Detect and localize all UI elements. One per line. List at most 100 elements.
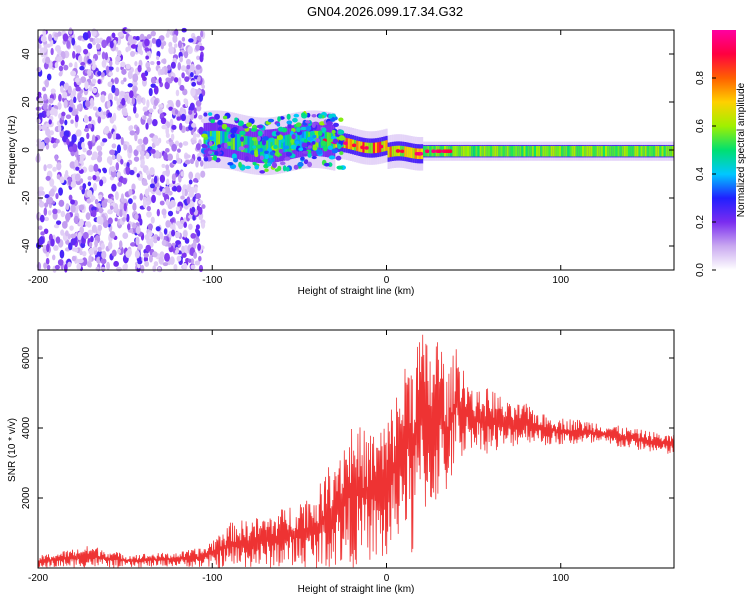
spectrogram-cell — [72, 87, 77, 97]
spectrogram-y-tick-label: 0 — [21, 147, 32, 153]
spectrogram-cell — [74, 173, 81, 182]
spectrogram-cell — [176, 185, 182, 193]
spectrogram-cell — [68, 106, 73, 113]
spectrogram-cell — [66, 40, 71, 49]
spectrogram-cell — [87, 43, 93, 50]
spectrogram-cell — [481, 145, 484, 157]
spectrogram-cell — [129, 169, 135, 176]
spectrogram-cell — [190, 87, 196, 97]
spectrogram-cell — [349, 138, 353, 150]
spectrogram-cell — [162, 262, 169, 267]
spectrogram-cell — [295, 140, 300, 145]
spectrogram-cell — [172, 222, 176, 231]
spectrogram-cell — [170, 61, 176, 69]
spectrogram-cell — [132, 195, 137, 200]
spectrogram-cell — [569, 145, 572, 157]
spectrogram-cell — [49, 130, 55, 136]
spectrogram-cell — [320, 131, 323, 149]
spectrogram-cell — [175, 99, 181, 108]
spectrogram-cell — [172, 159, 177, 165]
spectrogram-cell — [590, 145, 593, 157]
spectrogram-cell — [57, 259, 64, 266]
spectrogram-cell — [201, 204, 206, 209]
spectrogram-cell — [110, 165, 116, 172]
spectrogram-cell — [50, 47, 54, 56]
spectrogram-cell — [43, 164, 47, 172]
spectrogram-cell — [243, 144, 249, 149]
spectrogram-cell — [135, 236, 140, 246]
spectrogram-cell — [99, 216, 104, 225]
spectrogram-cell — [77, 104, 81, 111]
snr-series-line — [37, 334, 675, 568]
spectrogram-cell — [519, 145, 522, 157]
spectrogram-cell — [358, 141, 361, 152]
spectrogram-cell — [130, 44, 137, 49]
spectrogram-cell — [169, 218, 175, 223]
spectrogram-cell — [290, 144, 297, 150]
spectrogram-cell — [318, 114, 323, 119]
spectrogram-cell — [100, 94, 106, 103]
spectrogram-cell — [176, 148, 181, 153]
spectrogram-cell — [554, 145, 558, 157]
spectrogram-cell — [107, 66, 114, 71]
spectrogram-cell — [109, 231, 116, 239]
spectrogram-cell — [81, 141, 85, 149]
spectrogram-cell — [41, 124, 48, 131]
spectrogram-cell — [145, 55, 149, 60]
spectrogram-cell — [115, 162, 120, 171]
spectrogram-cell — [406, 146, 409, 158]
spectrogram-cell — [120, 136, 124, 146]
spectrogram-cell — [145, 244, 152, 252]
spectrogram-cell — [134, 132, 138, 142]
spectrogram-cell — [249, 136, 252, 154]
spectrogram-cell — [147, 223, 153, 230]
spectrogram-cell — [156, 236, 161, 241]
spectrogram-cell — [68, 176, 72, 186]
spectrogram-cell — [259, 170, 266, 174]
spectrogram-y-axis-title: Frequency (Hz) — [7, 116, 18, 185]
spectrogram-cell — [285, 166, 290, 172]
spectrogram-cell — [487, 145, 491, 157]
spectrogram-cell — [332, 138, 339, 144]
spectrogram-cell — [70, 180, 77, 188]
spectrogram-cell — [339, 151, 344, 155]
spectrogram-cell — [372, 142, 376, 154]
spectrogram-cell — [222, 115, 228, 120]
spectrogram-cell — [46, 243, 50, 253]
spectrogram-cell — [170, 133, 175, 141]
spectrogram-cell — [79, 250, 83, 256]
spectrogram-cell — [166, 178, 170, 186]
spectrogram-cell — [172, 34, 178, 43]
spectrogram-cell — [256, 135, 261, 142]
spectrogram-cell — [174, 249, 180, 254]
spectrogram-cell — [150, 83, 156, 88]
spectrogram-cell — [150, 76, 156, 84]
spectrogram-cell — [107, 112, 113, 118]
spectrogram-cell — [452, 145, 455, 157]
spectrogram-cell — [368, 142, 371, 154]
spectrogram-cell — [303, 159, 309, 165]
spectrogram-cell — [83, 55, 88, 65]
spectrogram-cell — [143, 136, 149, 145]
spectrogram-cell — [230, 128, 237, 135]
spectrogram-cell — [175, 206, 180, 212]
spectrogram-cell — [139, 149, 145, 156]
spectrogram-cell — [125, 46, 129, 53]
spectrogram-cell — [548, 145, 551, 157]
spectrogram-cell — [121, 68, 127, 75]
spectrogram-cell — [661, 145, 664, 157]
spectrogram-cell — [284, 145, 290, 150]
spectrogram-cell — [80, 76, 87, 83]
spectrogram-cell — [292, 117, 298, 123]
spectrogram-cell — [410, 147, 413, 159]
spectrogram-cell — [312, 134, 317, 139]
spectrogram-cell — [125, 166, 129, 173]
spectrogram-cell — [234, 117, 238, 121]
spectrogram-cell — [663, 145, 666, 157]
spectrogram-cell — [214, 150, 219, 156]
spectrogram-cell — [200, 160, 204, 167]
spectrogram-cell — [99, 179, 104, 187]
spectrogram-cell — [389, 146, 392, 158]
spectrogram-cell — [385, 140, 388, 151]
spectrogram-cell — [153, 85, 159, 95]
